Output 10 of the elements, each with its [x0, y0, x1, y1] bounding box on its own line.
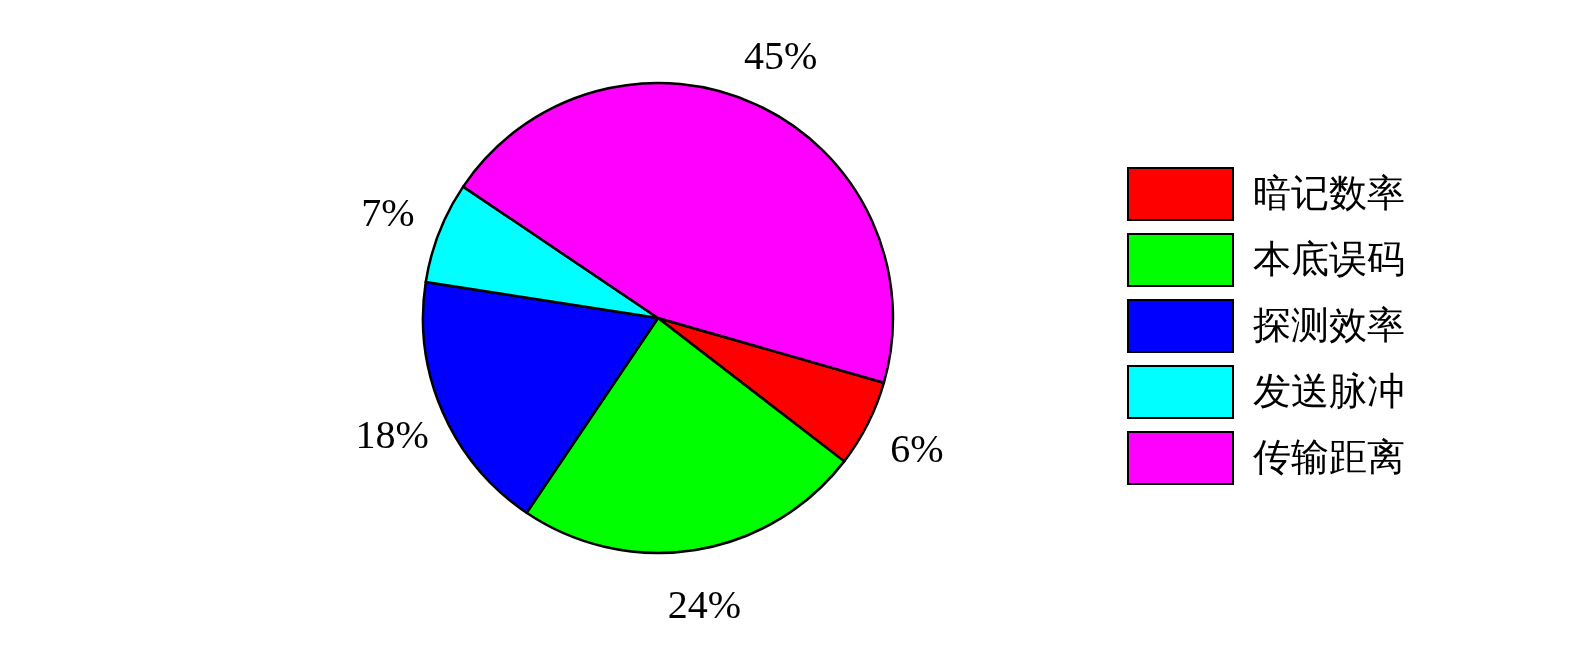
data-label: 7% [361, 189, 415, 235]
data-label: 24% [667, 581, 742, 627]
legend-label: 探测效率 [1253, 304, 1405, 346]
legend-label: 本底误码 [1253, 238, 1405, 280]
data-label: 18% [355, 411, 429, 457]
legend-label: 暗记数率 [1253, 172, 1405, 214]
data-label: 45% [743, 32, 818, 78]
data-label: 6% [890, 426, 944, 472]
legend-label: 发送脉冲 [1253, 370, 1405, 412]
legend-label: 传输距离 [1253, 436, 1405, 478]
